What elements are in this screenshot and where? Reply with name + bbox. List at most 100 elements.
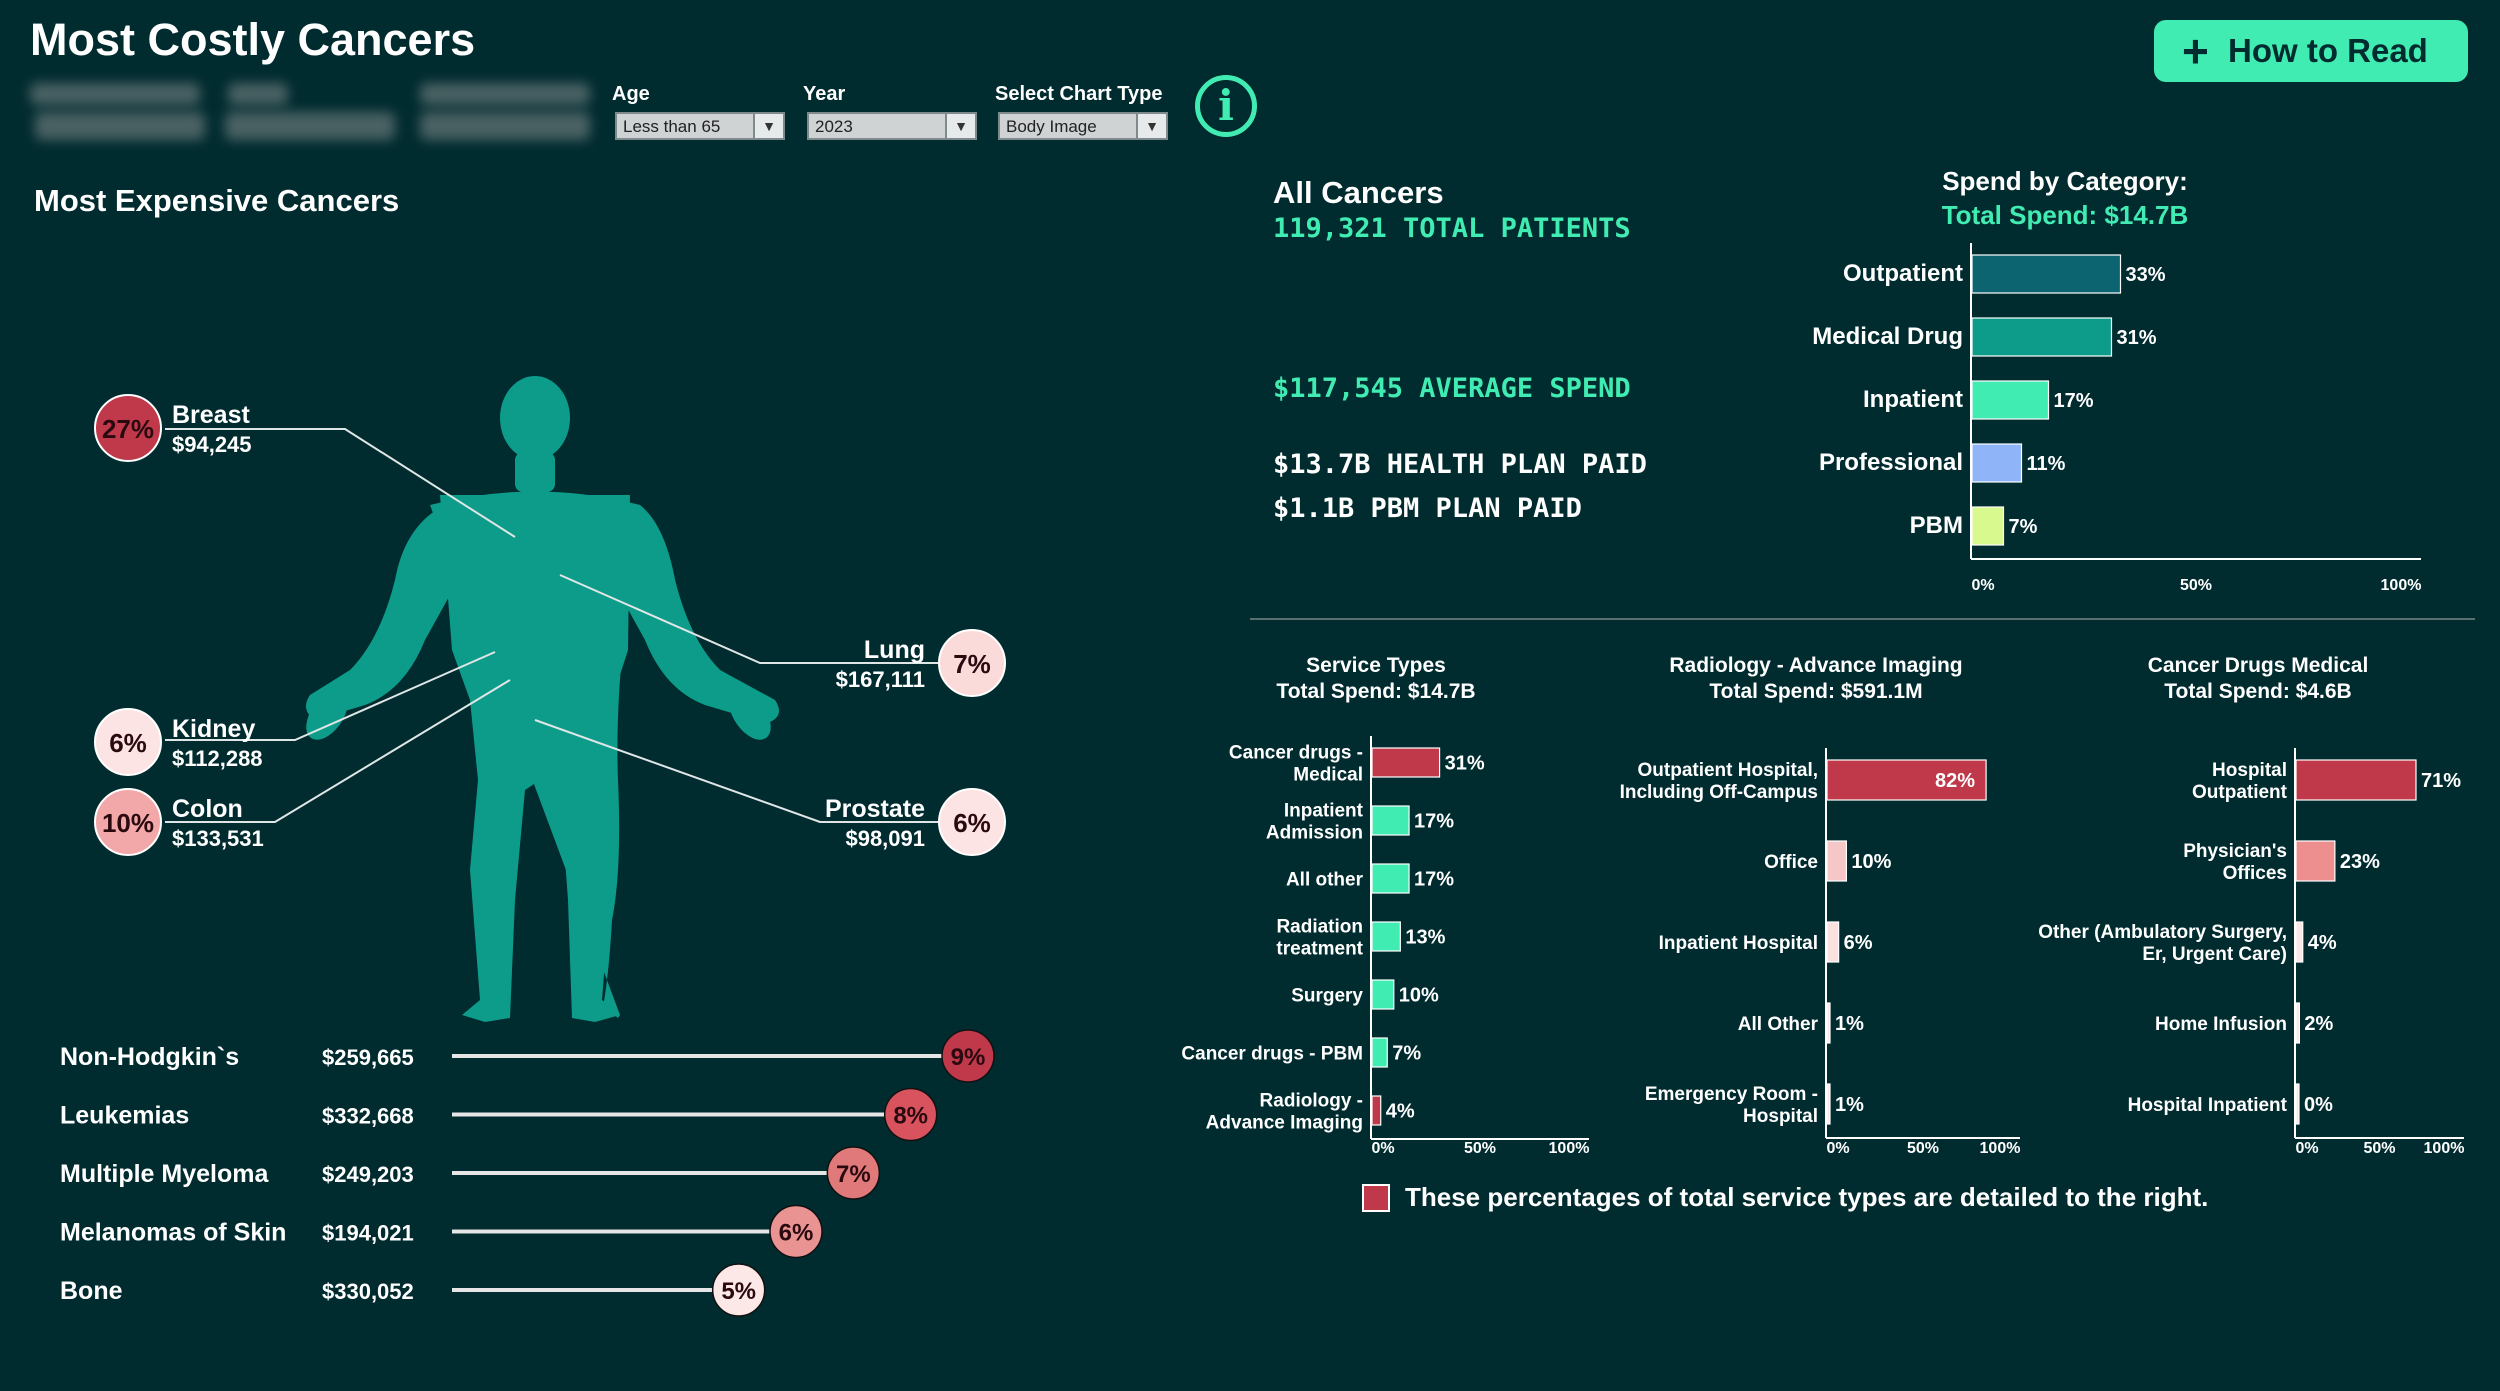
category-line: Medical bbox=[1293, 765, 1363, 786]
value-label-hospital-outpatient: 71% bbox=[2421, 770, 2461, 792]
tick-label: 0% bbox=[2295, 1140, 2318, 1157]
colon-percent: 10% bbox=[102, 808, 154, 838]
bar-hospital-outpatient bbox=[2295, 759, 2417, 801]
value-label-medical-drug: 31% bbox=[2117, 327, 2157, 349]
prostate-callout-line bbox=[534, 719, 940, 823]
category-outpatient-hospital-including-off-campus: Outpatient Hospital, Including Off-Campus bbox=[1620, 760, 1818, 803]
bar-chart-service-types: Service Types Total Spend: $14.7B Cancer d… bbox=[1181, 654, 1589, 1157]
health-plan-paid: $13.7B HEALTH PLAN PAID bbox=[1273, 449, 1647, 480]
category-line: Other (Ambulatory Surgery, bbox=[2038, 922, 2287, 943]
kidney-name: Kidney bbox=[172, 715, 255, 743]
chart-type-select[interactable]: Body Image ▼ bbox=[998, 112, 1168, 140]
average-spend: $117,545 AVERAGE SPEND bbox=[1273, 373, 1631, 404]
melanomas-of-skin-dot bbox=[769, 1204, 823, 1259]
category-line: Radiology - bbox=[1260, 1091, 1363, 1112]
bar-all-other bbox=[1826, 1002, 1831, 1044]
category-emergency-room-hospital: Emergency Room -Hospital bbox=[1645, 1084, 1818, 1127]
category-line: Offices bbox=[2223, 863, 2287, 884]
value-label-physician-s-offices: 23% bbox=[2340, 851, 2380, 873]
category-cancer-drugs-pbm: Cancer drugs - PBM bbox=[1181, 1044, 1363, 1065]
category-line: Medical Drug bbox=[1812, 323, 1963, 350]
tick-label: 0% bbox=[1971, 577, 1994, 594]
blurred-filter-3[interactable] bbox=[420, 112, 590, 140]
category-line: All Other bbox=[1738, 1014, 1819, 1035]
blurred-filter-label bbox=[420, 83, 590, 105]
leukemias-dot-label: 8% bbox=[893, 1103, 928, 1130]
value-label-all-other: 1% bbox=[1835, 1013, 1864, 1035]
bar-all-other bbox=[1371, 863, 1410, 894]
tick-label: 50% bbox=[2180, 577, 2212, 594]
most-expensive-title: Most Expensive Cancers bbox=[34, 183, 400, 218]
category-line: Hospital bbox=[2212, 760, 2287, 781]
kidney-callout-line bbox=[165, 651, 496, 741]
tick-label: 100% bbox=[1980, 1140, 2021, 1157]
value-label-cancer-drugs-medical: 31% bbox=[1445, 753, 1485, 775]
category-home-infusion: Home Infusion bbox=[2155, 1014, 2287, 1035]
category-pbm: PBM bbox=[1910, 512, 1963, 539]
category-line: Hospital Inpatient bbox=[2128, 1095, 2288, 1116]
lung-badge-circle bbox=[938, 629, 1006, 697]
blurred-filter-1[interactable] bbox=[35, 112, 205, 140]
kidney-percent: 6% bbox=[109, 728, 147, 758]
value-label-inpatient: 17% bbox=[2054, 390, 2094, 412]
chevron-down-icon[interactable]: ▼ bbox=[945, 114, 975, 138]
bone-dot bbox=[711, 1263, 766, 1317]
bone-row-name: Bone bbox=[60, 1277, 123, 1305]
value-label-inpatient-admission: 17% bbox=[1414, 811, 1454, 833]
bar-professional bbox=[1971, 443, 2023, 483]
how-to-read-button[interactable]: + How to Read bbox=[2154, 20, 2468, 82]
category-line: Er, Urgent Care) bbox=[2142, 944, 2287, 965]
category-inpatient: Inpatient bbox=[1863, 386, 1963, 413]
bar-chart-spend-by-category: Spend by Category: Total Spend: $14.7B Out… bbox=[1812, 166, 2421, 594]
prostate-name: Prostate bbox=[825, 795, 925, 823]
blurred-filter-label bbox=[228, 83, 288, 105]
colon-badge-circle bbox=[94, 788, 162, 856]
category-cancer-drugs-medical: Cancer drugs -Medical bbox=[1229, 743, 1363, 786]
year-select[interactable]: 2023 ▼ bbox=[807, 112, 977, 140]
lung-callout-line bbox=[559, 574, 940, 664]
tick-label: 0% bbox=[1826, 1140, 1849, 1157]
category-line: Advance Imaging bbox=[1206, 1113, 1363, 1134]
bar-surgery bbox=[1371, 979, 1395, 1010]
bar-radiology-advance-imaging bbox=[1371, 1095, 1382, 1126]
legend-swatch bbox=[1362, 1184, 1390, 1212]
bone-dot-label: 5% bbox=[721, 1278, 756, 1305]
multiple-myeloma-row-value: $249,203 bbox=[322, 1162, 414, 1187]
value-label-all-other: 17% bbox=[1414, 869, 1454, 891]
age-select[interactable]: Less than 65 ▼ bbox=[615, 112, 785, 140]
bar-radiation-treatment bbox=[1371, 921, 1401, 952]
blurred-filter-2[interactable] bbox=[225, 112, 395, 140]
breast-value: $94,245 bbox=[172, 432, 252, 457]
category-medical-drug: Medical Drug bbox=[1812, 323, 1963, 350]
multiple-myeloma-dot-label: 7% bbox=[836, 1161, 871, 1188]
lollipop-chart: Non-Hodgkin`s $259,665 9% Leukemias $332,668… bbox=[60, 1029, 995, 1317]
bar-other-ambulatory-surgery-er-urgent-care bbox=[2295, 921, 2304, 963]
value-label-pbm: 7% bbox=[2009, 516, 2038, 538]
body-map-svg: 27% Breast $94,245 7% Lung $167,111 6% Kidney $1… bbox=[60, 376, 1006, 1317]
colon-value: $133,531 bbox=[172, 826, 264, 851]
bar-outpatient bbox=[1971, 254, 2122, 294]
category-all-other: All other bbox=[1286, 870, 1364, 891]
multiple-myeloma-row-name: Multiple Myeloma bbox=[60, 1160, 269, 1188]
category-radiation-treatment: Radiation treatment bbox=[1276, 917, 1363, 960]
bar-office bbox=[1826, 840, 1847, 882]
category-line: Cancer drugs - bbox=[1229, 743, 1363, 764]
category-line: Admission bbox=[1266, 823, 1363, 844]
breast-callout-line bbox=[165, 428, 516, 538]
category-hospital-inpatient: Hospital Inpatient bbox=[2128, 1095, 2288, 1116]
chevron-down-icon[interactable]: ▼ bbox=[753, 114, 783, 138]
leukemias-row-name: Leukemias bbox=[60, 1102, 189, 1130]
chevron-down-icon[interactable]: ▼ bbox=[1136, 114, 1166, 138]
lung-percent: 7% bbox=[953, 649, 991, 679]
all-cancers-title: All Cancers bbox=[1273, 175, 1444, 210]
non-hodgkin-s-row-value: $259,665 bbox=[322, 1045, 414, 1070]
year-select-value: 2023 bbox=[815, 117, 853, 136]
value-label-office: 10% bbox=[1851, 851, 1891, 873]
info-icon[interactable]: i bbox=[1195, 75, 1257, 137]
section-divider bbox=[1250, 618, 2475, 620]
melanomas-of-skin-row-value: $194,021 bbox=[322, 1221, 414, 1246]
category-line: Home Infusion bbox=[2155, 1014, 2287, 1035]
category-surgery: Surgery bbox=[1291, 986, 1363, 1007]
breast-name: Breast bbox=[172, 401, 250, 429]
